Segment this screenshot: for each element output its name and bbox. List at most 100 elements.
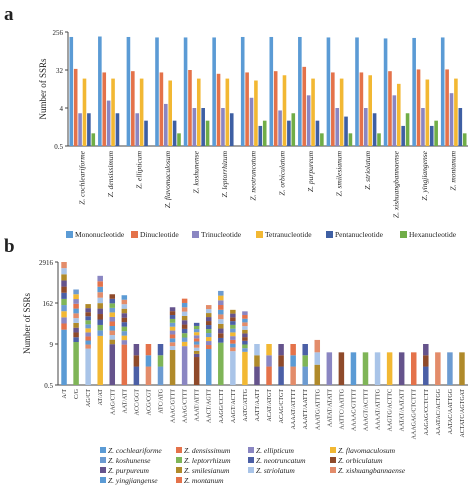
bar-segment-acg-cgt	[145, 355, 152, 367]
bar-segment-ag-ct	[85, 344, 91, 349]
legend-b-swatch-z-densissimum	[176, 447, 182, 453]
bar-segment-aact-agtt	[205, 333, 212, 338]
legend-b-label-z-densissimum: Z. densissimum	[184, 446, 231, 455]
x-tick-label-a: Z. densissimum	[106, 150, 115, 197]
bar-segment-at-at	[97, 308, 103, 315]
bar-segment-aatc-attg	[242, 348, 248, 352]
legend-a-swatch-tetranucleotide	[256, 231, 263, 238]
bar-mononucleotide-z-densissimum	[98, 36, 102, 146]
legend-b-swatch-z-striolatum	[248, 467, 254, 473]
bar-tetranucleotide-z-purpureum	[311, 78, 315, 146]
bar-segment-acc-ggt	[133, 366, 140, 385]
bar-segment-aact-agtt	[205, 329, 212, 334]
bar-pentanucleotide-z-orbiculatum	[287, 120, 291, 146]
bar-segment-aagg-cctt	[218, 323, 224, 329]
bar-segment-aatt-aatt	[254, 355, 260, 367]
bar-tetranucleotide-z-xishuangbannaense	[396, 83, 401, 146]
x-tick-label-b: AAAGAG/CTCTTT	[412, 389, 418, 440]
x-tick-label-a: Z. leptorrhizum	[220, 150, 229, 197]
bar-tetranucleotide-z-neotruncatum	[254, 80, 258, 146]
bar-mononucleotide-z-xishuangbannaense	[383, 38, 388, 147]
bar-segment-aact-agtt	[205, 325, 212, 330]
bar-segment-aaag-cttt	[181, 311, 188, 316]
legend-b-label-z-montanum: Z. montanum	[184, 476, 224, 485]
bar-dinucleotide-z-ellipticum	[131, 71, 135, 146]
bar-segment-aatc-attg	[242, 326, 248, 330]
legend-b-swatch-z-flavomaculosum	[330, 447, 336, 453]
bar-segment-at-at	[97, 281, 103, 287]
bar-pentanucleotide-z-smilesianum	[344, 116, 348, 146]
bar-segment-aaat-attt	[193, 329, 200, 333]
bar-hexanucleotide-z-purpureum	[320, 133, 324, 146]
bar-segment-ag-ct	[85, 340, 91, 345]
bar-segment-a-t	[61, 323, 67, 330]
bar-segment-ag-ct	[85, 328, 91, 333]
bar-segment-aaatt-aattt	[302, 344, 308, 356]
legend-b: Z. cochleariforme Z. densissimum Z. ellipt…	[100, 446, 406, 485]
bar-mononucleotide-z-smilesianum	[326, 37, 331, 146]
bar-segment-aagag-cctctt	[423, 344, 429, 356]
bar-segment-aaat-attt	[193, 347, 200, 351]
bar-segment-aatat-atatt	[326, 352, 333, 385]
bar-hexanucleotide-z-cochleariforme	[91, 133, 96, 146]
bar-segment-aagg-cctt	[218, 319, 224, 324]
x-tick-label-b: AAGTG/ACTTC	[388, 389, 394, 431]
x-tick-label-b: AG/CT	[86, 389, 92, 407]
bar-segment-ag-ct	[85, 320, 91, 325]
bar-segment-aaac-gttt	[169, 326, 176, 331]
legend-b-swatch-z-cochleariforme	[100, 447, 106, 453]
bar-tetranucleotide-z-koshunense	[196, 78, 201, 146]
bar-segment-a-t	[61, 311, 67, 318]
bar-segment-at-at	[97, 314, 103, 320]
chart-b: 0.5 9 162 2916 Number of SSRs A/T C/G AG/CT AT/A…	[22, 259, 468, 439]
bar-segment-aact-agtt	[205, 305, 212, 310]
x-tick-label-b: AAAAT/ATTTG	[376, 388, 382, 430]
bar-segment-at-at	[97, 335, 103, 385]
bar-pentanucleotide-z-purpureum	[315, 120, 320, 146]
bar-segment-c-g	[73, 337, 79, 343]
bar-segment-aatc-attg	[242, 337, 248, 341]
bar-tetranucleotide-z-orbiculatum	[282, 75, 287, 146]
legend-b-label-z-xishuangbannaense: Z. xishuangbannaense	[338, 466, 406, 475]
legend-b-swatch-z-montanum	[176, 477, 182, 483]
bar-trinucleotide-z-purpureum	[306, 95, 311, 146]
bar-segment-aat-att	[121, 344, 128, 385]
bar-segment-aat-att	[121, 326, 128, 332]
bar-segment-aagt-actt	[230, 317, 236, 322]
bar-segment-aagg-cctt	[218, 309, 224, 315]
bar-segment-aagag-cctctt	[423, 366, 429, 385]
bar-dinucleotide-z-leptorrhizum	[216, 73, 221, 146]
x-tick-label-b: ACG/CGT	[146, 389, 152, 416]
bar-segment-a-t	[61, 274, 67, 281]
bar-segment-aaag-cttt	[181, 346, 188, 385]
bar-segment-aagt-actt	[230, 339, 236, 344]
bar-segment-aatt-aatt	[254, 366, 260, 385]
x-tick-label-b: ACAT/ATGT	[267, 389, 273, 422]
bar-pentanucleotide-z-ellipticum	[144, 120, 148, 146]
x-tick-label-b: AAATG/ATTTG	[315, 388, 321, 430]
bar-segment-aaac-gttt	[169, 322, 176, 327]
legend-b-label-z-striolatum: Z. striolatum	[256, 466, 295, 475]
legend-a-label-pentanucleotide: Pentanucleotide	[335, 230, 384, 239]
bar-segment-aaag-cttt	[181, 337, 188, 342]
x-tick-label-a: Z. smilesianum	[334, 150, 343, 196]
bar-segment-aatc-attg	[242, 351, 248, 385]
bar-segment-at-at	[97, 292, 103, 298]
bar-segment-c-g	[73, 313, 79, 319]
bar-segment-aaat-attt	[193, 341, 200, 345]
bar-segment-aat-att	[121, 322, 128, 327]
bar-segment-aag-ctt	[109, 307, 116, 313]
bar-segment-ag-ct	[85, 304, 91, 309]
bar-segment-aatc-attg	[242, 311, 248, 316]
x-tick-label-b: ACAG/CTGT	[279, 389, 285, 424]
bar-segment-aagg-cctt	[218, 290, 224, 296]
bar-hexanucleotide-z-yingjiangense	[434, 120, 438, 146]
bar-hexanucleotide-z-montanum	[462, 133, 467, 146]
bar-pentanucleotide-z-neotruncatum	[258, 125, 263, 146]
x-tick-label-b: AAAT/ATTT	[195, 389, 201, 422]
bar-segment-aaat-attt	[193, 338, 200, 342]
bar-segment-aattc-aattg	[338, 352, 345, 385]
legend-a-swatch-hexanucleotide	[400, 231, 407, 238]
bar-segment-aagt-actt	[230, 336, 236, 340]
bar-segment-aaac-gttt	[169, 315, 176, 319]
